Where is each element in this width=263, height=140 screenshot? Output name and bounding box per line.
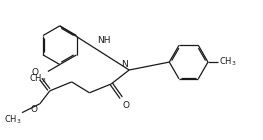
- Text: NH: NH: [97, 36, 111, 45]
- Text: O: O: [122, 101, 129, 110]
- Text: CH$_3$: CH$_3$: [219, 56, 236, 68]
- Text: O: O: [32, 68, 39, 77]
- Text: N: N: [122, 60, 128, 69]
- Text: O: O: [31, 105, 38, 114]
- Text: CH$_3$: CH$_3$: [29, 73, 47, 85]
- Text: CH$_3$: CH$_3$: [3, 114, 21, 126]
